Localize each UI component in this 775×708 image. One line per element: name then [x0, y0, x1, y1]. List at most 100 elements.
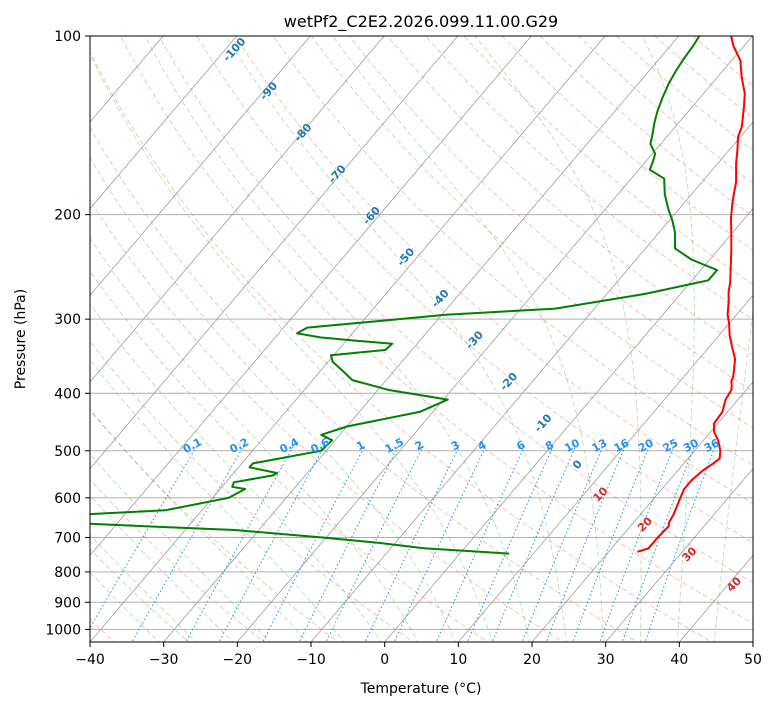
- dry-adiabat-line: [349, 36, 753, 392]
- dry-adiabat-label: -50: [394, 245, 417, 269]
- mixing-ratio-label: 20: [636, 436, 656, 455]
- mixing-ratio-label: 30: [681, 436, 701, 455]
- dry-adiabat-line: [692, 36, 753, 87]
- moist-adiabat-line: [90, 359, 345, 642]
- y-tick-label: 900: [54, 595, 81, 611]
- moist-adiabat-line: [225, 36, 567, 642]
- moist-adiabat-line: [90, 303, 382, 642]
- dry-adiabat-line: [196, 36, 753, 544]
- dewpoint-trace: [90, 36, 718, 555]
- y-axis-label: Pressure (hPa): [13, 289, 29, 389]
- isotherm-line: [384, 208, 753, 642]
- moist-adiabat-label: 40: [724, 574, 744, 594]
- x-axis: −40 −30 −20 −10 0 10 20 30 40 50: [75, 642, 762, 668]
- dry-adiabat-label: 0: [570, 457, 585, 472]
- y-tick-label: 400: [54, 386, 81, 402]
- isotherm-line: [90, 36, 606, 642]
- isotherm-line: [90, 36, 238, 210]
- y-tick-label: 600: [54, 491, 81, 507]
- dry-adiabat-line: [90, 478, 265, 642]
- y-axis: 1000 900 800 700 600 500 400 300 200 100: [45, 29, 90, 638]
- dry-adiabat-label: -20: [497, 370, 520, 394]
- x-tick-label: 20: [523, 652, 541, 668]
- x-axis-label: Temperature (°C): [360, 681, 482, 697]
- isotherm-line: [531, 381, 753, 642]
- moist-adiabat-line: [90, 408, 308, 642]
- background-lines: [90, 36, 753, 642]
- moist-adiabat-line: [90, 494, 234, 642]
- dry-adiabat-line: [90, 270, 489, 642]
- dry-adiabat-line: [234, 36, 753, 505]
- isotherm-line: [236, 36, 753, 642]
- isotherm-line: [310, 121, 753, 642]
- isotherm-line: [90, 36, 311, 296]
- mixing-ratio-line: [131, 445, 245, 642]
- isotherm-line: [90, 36, 385, 383]
- moist-adiabat-line: [332, 36, 604, 642]
- mixing-ratio-line: [572, 445, 651, 642]
- moist-adiabat-line: [90, 156, 456, 642]
- dry-adiabat-line: [90, 409, 339, 642]
- x-tick-label: 50: [744, 652, 762, 668]
- x-tick-label: 0: [380, 652, 389, 668]
- dry-adiabat-line: [539, 36, 753, 218]
- moist-adiabat-line: [713, 308, 753, 642]
- moist-adiabat-line: [90, 534, 197, 642]
- moist-adiabat-line: [90, 53, 493, 642]
- mixing-ratio-label: 13: [590, 436, 610, 455]
- y-tick-label: 200: [54, 208, 81, 224]
- dry-adiabat-line: [90, 199, 564, 642]
- dry-adiabat-label: -60: [360, 204, 383, 228]
- mixing-ratio-label: 10: [562, 436, 582, 455]
- plot-frame: [89, 35, 754, 643]
- mixing-ratio-label: 16: [612, 436, 632, 455]
- y-tick-label: 700: [54, 531, 81, 547]
- mixing-ratio-label: 36: [702, 436, 722, 455]
- moist-adiabat-line: [474, 36, 642, 642]
- y-tick-label: 500: [54, 444, 81, 460]
- chart-title: wetPf2_C2E2.2026.099.11.00.G29: [284, 12, 558, 32]
- moist-adiabat-line: [90, 572, 160, 642]
- mixing-ratio-line: [393, 445, 487, 642]
- dry-adiabat-label: -30: [463, 328, 486, 352]
- isotherm-line: [605, 468, 753, 642]
- x-tick-label: 40: [670, 652, 688, 668]
- dry-adiabat-line: [311, 36, 753, 429]
- moist-adiabat-line: [144, 36, 530, 642]
- mixing-ratio-line: [90, 445, 198, 629]
- mixing-ratio-line: [325, 445, 424, 642]
- x-tick-label: 10: [449, 652, 467, 668]
- x-tick-label: −40: [75, 652, 105, 668]
- dry-adiabat-label: -70: [326, 162, 349, 186]
- mixing-ratio-line: [491, 445, 577, 642]
- sounding-traces: [90, 36, 746, 555]
- y-tick-label: 1000: [45, 622, 81, 638]
- mixing-ratio-label: 1.5: [383, 435, 406, 456]
- x-tick-label: −20: [223, 652, 253, 668]
- mixing-ratio-line: [545, 445, 626, 642]
- x-tick-label: −30: [149, 652, 179, 668]
- dry-adiabat-label: -10: [532, 411, 555, 435]
- dry-adiabat-line: [158, 36, 753, 584]
- mixing-ratio-line: [599, 445, 675, 642]
- dry-adiabat-line: [387, 36, 753, 356]
- dry-adiabat-line: [90, 50, 713, 642]
- moist-adiabat-line: [641, 36, 695, 642]
- mixing-ratio-label: 0.4: [278, 435, 302, 456]
- y-tick-label: 300: [54, 312, 81, 328]
- x-tick-label: −10: [296, 652, 326, 668]
- dry-adiabat-label: -90: [257, 79, 280, 103]
- mixing-ratio-line: [644, 445, 716, 642]
- y-tick-label: 100: [54, 29, 81, 45]
- y-tick-label: 800: [54, 565, 81, 581]
- moist-adiabat-line: [90, 453, 271, 642]
- mixing-ratio-line: [262, 445, 366, 642]
- dry-adiabat-line: [463, 36, 753, 286]
- mixing-ratio-line: [435, 445, 526, 642]
- isotherm-line: [752, 641, 753, 642]
- mixing-ratio-label: 0.2: [228, 435, 251, 456]
- mixing-ratio-label: 25: [661, 436, 681, 455]
- mixing-ratio-label: 0.1: [181, 435, 204, 456]
- temperature-trace: [637, 36, 746, 553]
